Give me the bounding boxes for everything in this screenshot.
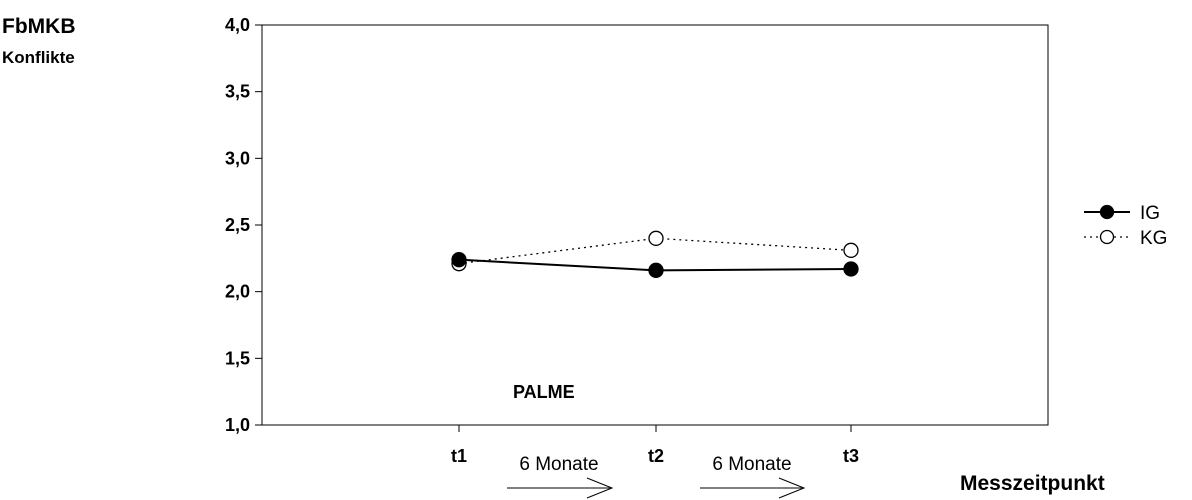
series-group bbox=[451, 230, 859, 278]
chart-title: FbMKB bbox=[2, 15, 75, 38]
plot-area bbox=[261, 24, 1049, 426]
point-ig-t3 bbox=[843, 261, 859, 277]
point-kg-t2 bbox=[648, 230, 664, 246]
legend-item-ig: IG bbox=[1084, 203, 1160, 224]
y-axis: 1,0 1,5 2,0 2,5 3,0 3,5 4,0 bbox=[225, 15, 262, 435]
point-kg-t3 bbox=[843, 242, 859, 258]
y-tick-label-5: 3,5 bbox=[225, 82, 250, 102]
legend-item-kg: KG bbox=[1084, 228, 1167, 249]
x-tick-label-t3: t3 bbox=[843, 446, 859, 466]
interval-arrow-2 bbox=[700, 477, 806, 499]
y-tick-label-4: 3,0 bbox=[225, 148, 250, 168]
interval-annotations: 6 Monate 6 Monate bbox=[507, 454, 806, 499]
inner-label-palme: PALME bbox=[513, 382, 575, 402]
series-ig bbox=[451, 252, 859, 278]
x-axis: t1 t2 t3 bbox=[451, 425, 859, 466]
legend-label-kg: KG bbox=[1140, 228, 1167, 249]
x-tick-label-t2: t2 bbox=[648, 446, 664, 466]
interval-label-2: 6 Monate bbox=[712, 454, 791, 475]
y-tick-label-3: 2,5 bbox=[225, 215, 250, 235]
y-tick-label-6: 4,0 bbox=[225, 15, 250, 35]
legend-marker-ig bbox=[1099, 204, 1115, 220]
x-axis-label: Messzeitpunkt bbox=[960, 472, 1105, 495]
legend-marker-kg bbox=[1099, 229, 1115, 245]
point-ig-t1 bbox=[451, 252, 467, 268]
y-tick-label-1: 1,5 bbox=[225, 348, 250, 368]
x-tick-label-t1: t1 bbox=[451, 446, 467, 466]
point-ig-t2 bbox=[648, 262, 664, 278]
interval-arrow-1 bbox=[507, 477, 614, 499]
y-tick-label-2: 2,0 bbox=[225, 282, 250, 302]
interval-label-1: 6 Monate bbox=[519, 454, 598, 475]
legend-label-ig: IG bbox=[1140, 203, 1160, 224]
chart-subtitle: Konflikte bbox=[2, 48, 75, 67]
y-tick-label-0: 1,0 bbox=[225, 415, 250, 435]
legend: IG KG bbox=[1084, 203, 1167, 249]
